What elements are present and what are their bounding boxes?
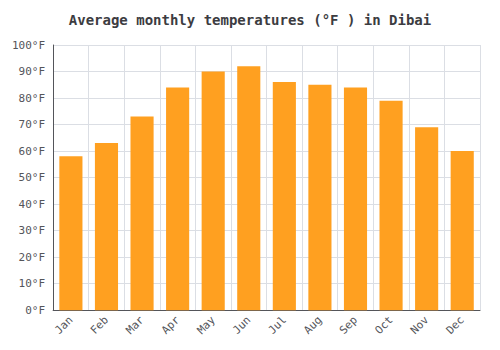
svg-text:90°F: 90°F (19, 65, 46, 78)
svg-text:0°F: 0°F (25, 304, 45, 317)
svg-text:Mar: Mar (123, 313, 146, 336)
svg-text:100°F: 100°F (12, 39, 45, 52)
svg-text:40°F: 40°F (19, 198, 46, 211)
svg-text:Jun: Jun (230, 314, 253, 337)
svg-text:Nov: Nov (408, 313, 431, 336)
svg-text:80°F: 80°F (19, 92, 46, 105)
svg-text:Feb: Feb (88, 314, 111, 337)
svg-text:Apr: Apr (159, 313, 182, 336)
svg-text:Dec: Dec (444, 314, 467, 337)
svg-text:10°F: 10°F (19, 277, 46, 290)
svg-text:Aug: Aug (301, 314, 324, 337)
svg-text:30°F: 30°F (19, 224, 46, 237)
svg-text:Average monthly temperatures (: Average monthly temperatures (°F ) in Di… (69, 12, 431, 28)
svg-text:20°F: 20°F (19, 251, 46, 264)
svg-text:Sep: Sep (337, 314, 360, 337)
svg-text:50°F: 50°F (19, 171, 46, 184)
svg-text:May: May (195, 313, 218, 336)
svg-text:Jan: Jan (52, 314, 75, 337)
svg-text:Jul: Jul (266, 314, 289, 337)
svg-text:70°F: 70°F (19, 118, 46, 131)
svg-text:60°F: 60°F (19, 145, 46, 158)
svg-text:Oct: Oct (372, 314, 395, 337)
